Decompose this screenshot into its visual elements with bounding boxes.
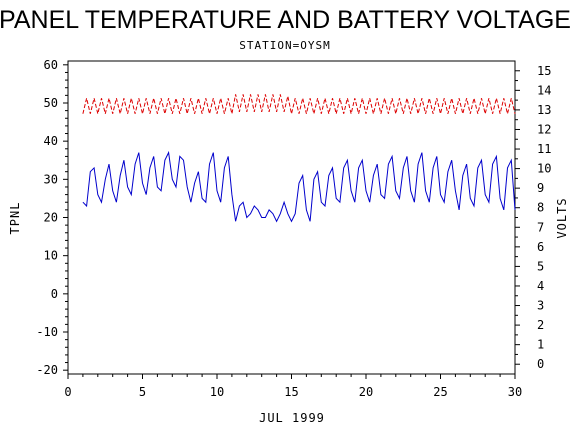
y-right-tick-label: 7 <box>537 220 544 234</box>
y-right-tick-label: 3 <box>537 299 544 313</box>
y-right-tick-label: 8 <box>537 201 544 215</box>
y-left-tick-label: 40 <box>44 134 58 148</box>
y-left-tick-label: 50 <box>44 96 58 110</box>
y-left-tick-label: 20 <box>44 211 58 225</box>
y-axis-left-label: TPNL <box>8 202 22 235</box>
y-left-tick-label: -10 <box>36 325 58 339</box>
x-tick-label: 30 <box>508 385 522 399</box>
y-right-tick-label: 14 <box>537 83 551 97</box>
y-right-tick-label: 10 <box>537 162 551 176</box>
y-right-tick-label: 1 <box>537 338 544 352</box>
x-tick-label: 15 <box>284 385 298 399</box>
y-right-tick-label: 9 <box>537 181 544 195</box>
x-axis-label: JUL 1999 <box>259 411 325 425</box>
chart-title: PANEL TEMPERATURE AND BATTERY VOLTAGE <box>0 6 570 34</box>
x-tick-label: 10 <box>210 385 224 399</box>
y-right-tick-label: 15 <box>537 64 551 78</box>
chart-subtitle: STATION=OYSM <box>239 39 330 52</box>
x-tick-label: 20 <box>359 385 373 399</box>
y-axis-right-label: VOLTS <box>555 197 569 238</box>
x-tick-label: 0 <box>64 385 71 399</box>
series-line-volts <box>82 94 516 114</box>
series-layer <box>82 94 516 223</box>
y-right-tick-label: 11 <box>537 142 551 156</box>
y-left-tick-label: 0 <box>51 287 58 301</box>
x-axis: 0 5 10 15 20 25 30 <box>64 374 522 399</box>
y-axis-left: -20 -10 0 10 20 30 40 50 60 <box>36 58 68 377</box>
y-right-tick-label: 5 <box>537 259 544 273</box>
plot-frame <box>67 60 516 375</box>
y-right-tick-label: 12 <box>537 122 551 136</box>
y-left-tick-label: -20 <box>36 363 58 377</box>
y-right-tick-label: 4 <box>537 279 544 293</box>
series-line-tpnl <box>82 150 516 223</box>
y-right-tick-label: 0 <box>537 357 544 371</box>
y-right-tick-label: 13 <box>537 103 551 117</box>
y-left-tick-label: 10 <box>44 249 58 263</box>
x-tick-label: 5 <box>139 385 146 399</box>
y-left-tick-label: 30 <box>44 172 58 186</box>
y-left-tick-label: 60 <box>44 58 58 72</box>
y-right-tick-label: 2 <box>537 318 544 332</box>
y-right-tick-label: 6 <box>537 240 544 254</box>
x-tick-label: 25 <box>433 385 447 399</box>
